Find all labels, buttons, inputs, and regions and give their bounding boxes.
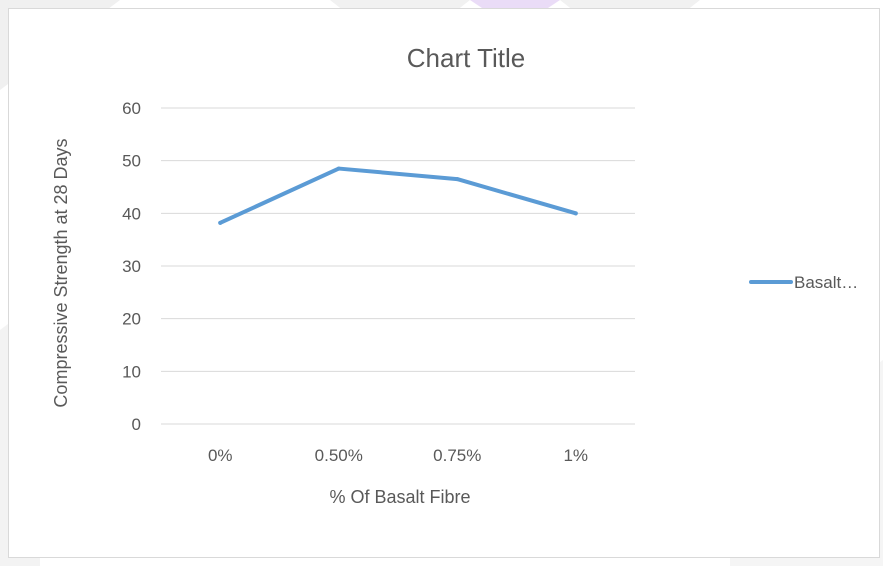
data-point xyxy=(573,211,578,216)
legend-label: Basalt… xyxy=(794,273,858,292)
gridlines xyxy=(161,107,635,425)
chart-title: Chart Title xyxy=(407,43,526,73)
y-tick-label: 10 xyxy=(122,362,141,381)
series-lines xyxy=(218,166,578,225)
data-point xyxy=(218,220,223,225)
y-tick-label: 50 xyxy=(122,152,141,171)
data-point xyxy=(455,177,460,182)
x-axis-ticks: 0% 0.50% 0.75% 1% xyxy=(208,446,588,465)
y-tick-label: 20 xyxy=(122,310,141,329)
x-tick-label: 0.75% xyxy=(433,446,481,465)
y-tick-label: 40 xyxy=(122,204,141,223)
data-point xyxy=(336,166,341,171)
y-tick-label: 60 xyxy=(122,99,141,118)
y-axis-ticks: 0 10 20 30 40 50 60 xyxy=(122,99,141,434)
series-line xyxy=(218,166,578,225)
y-tick-label: 30 xyxy=(122,257,141,276)
chart-area: Chart Title 0 10 20 30 40 50 60 0% 0.50% 0.75% 1%… xyxy=(8,8,880,558)
legend: Basalt… xyxy=(749,273,858,292)
line-chart: Chart Title 0 10 20 30 40 50 60 0% 0.50% 0.75% 1%… xyxy=(51,43,858,507)
x-axis-label: % Of Basalt Fibre xyxy=(329,487,470,507)
y-axis-label: Compressive Strength at 28 Days xyxy=(51,138,71,407)
x-tick-label: 0% xyxy=(208,446,233,465)
x-tick-label: 0.50% xyxy=(315,446,363,465)
y-tick-label: 0 xyxy=(132,415,141,434)
x-tick-label: 1% xyxy=(563,446,588,465)
